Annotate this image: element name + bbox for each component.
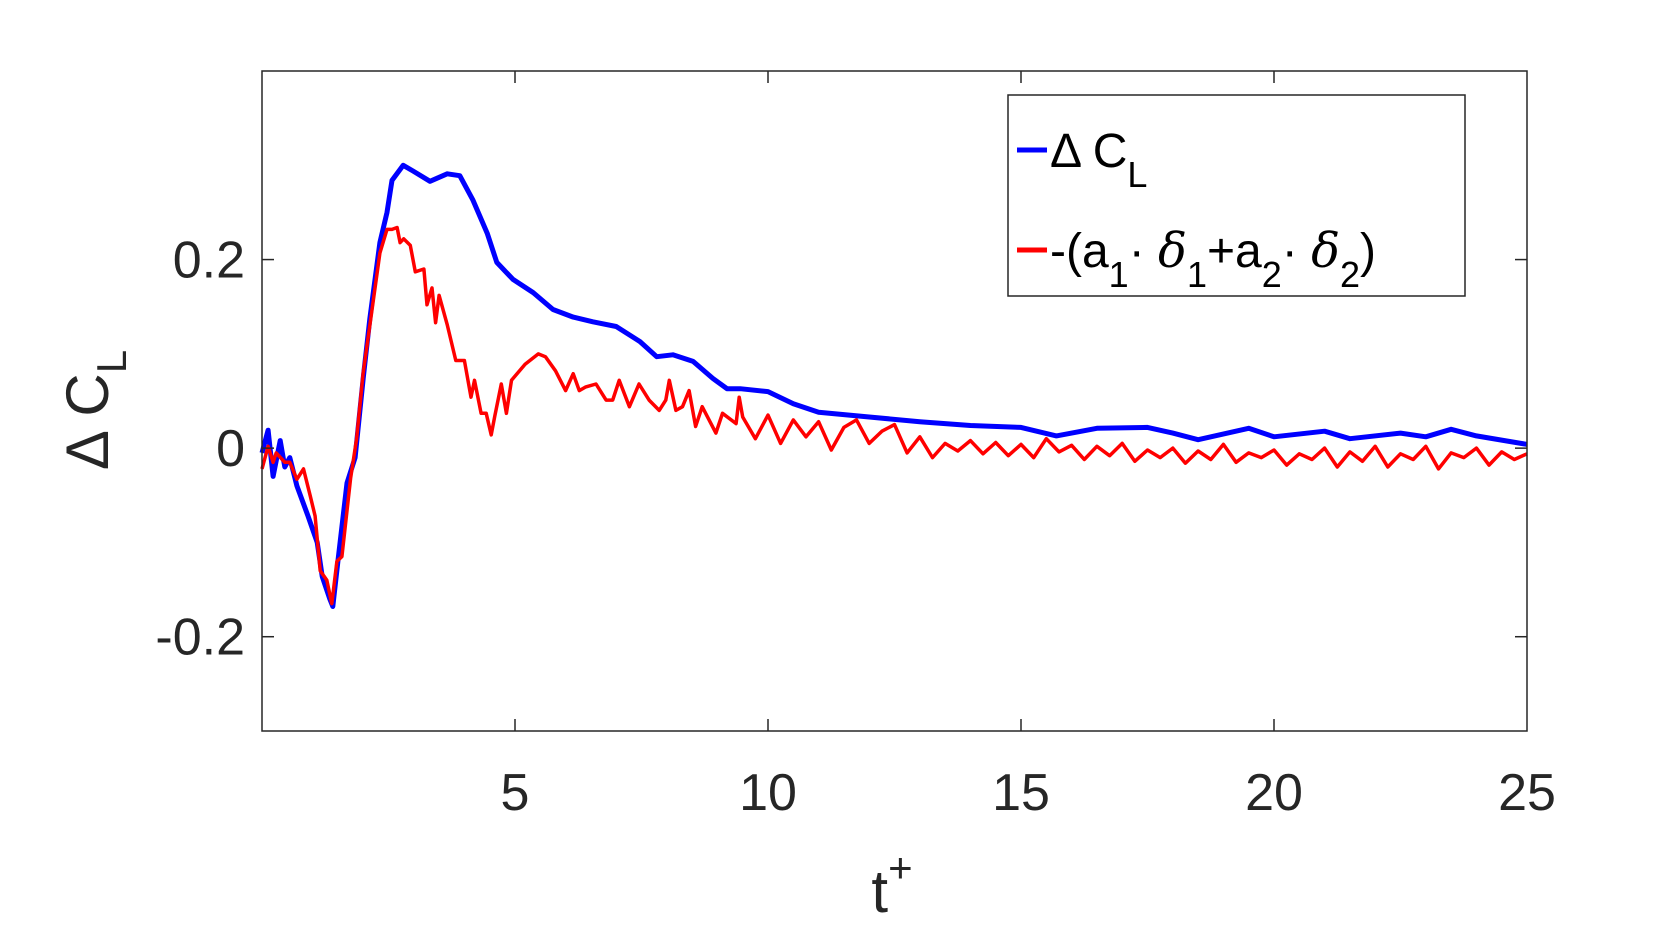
y-axis-title-base: Δ C: [54, 373, 121, 470]
series-model-line: [260, 225, 1528, 606]
y-axis-title: Δ CL: [54, 350, 135, 470]
x-axis-title: t+: [871, 844, 912, 925]
x-axis-title-sup: +: [888, 844, 913, 891]
legend-item[interactable]: -(a1· δ1+a2· δ2): [1017, 223, 1376, 295]
legend-box: [1007, 94, 1466, 297]
y-tick-label: -0.2: [155, 609, 245, 667]
y-tick-label: 0.2: [173, 232, 245, 290]
x-tick-label: 25: [1498, 764, 1556, 822]
legend-label: Δ CL: [1050, 125, 1147, 195]
legend-label: -(a1· δ1+a2· δ2): [1050, 223, 1376, 295]
y-axis-title-sub: L: [88, 350, 135, 373]
plot-frame: [261, 70, 1528, 732]
x-tick-label: 15: [992, 764, 1050, 822]
x-tick-label: 5: [501, 764, 530, 822]
series-layer: [259, 162, 1528, 609]
x-tick-label: 20: [1245, 764, 1303, 822]
x-axis-title-base: t: [871, 858, 888, 925]
legend[interactable]: Δ CL -(a1· δ1+a2· δ2): [1007, 94, 1466, 297]
tick-layer: 5 10 15 20 25 -0.2 0 0.2: [155, 71, 1556, 822]
legend-item[interactable]: Δ CL: [1017, 125, 1147, 195]
x-tick-label: 10: [739, 764, 797, 822]
y-tick-label: 0: [216, 420, 245, 478]
